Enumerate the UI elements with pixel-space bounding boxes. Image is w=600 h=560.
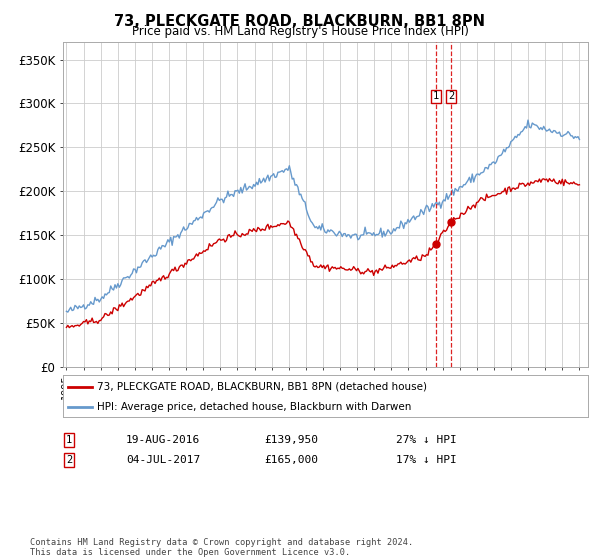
Text: 2: 2 [448,91,454,101]
Text: 27% ↓ HPI: 27% ↓ HPI [396,435,457,445]
Text: 1: 1 [433,91,439,101]
Text: 73, PLECKGATE ROAD, BLACKBURN, BB1 8PN: 73, PLECKGATE ROAD, BLACKBURN, BB1 8PN [115,14,485,29]
Text: 2: 2 [66,455,72,465]
Text: £139,950: £139,950 [264,435,318,445]
Text: HPI: Average price, detached house, Blackburn with Darwen: HPI: Average price, detached house, Blac… [97,402,412,412]
Text: 19-AUG-2016: 19-AUG-2016 [126,435,200,445]
Text: Contains HM Land Registry data © Crown copyright and database right 2024.
This d: Contains HM Land Registry data © Crown c… [30,538,413,557]
Text: Price paid vs. HM Land Registry's House Price Index (HPI): Price paid vs. HM Land Registry's House … [131,25,469,38]
Text: 04-JUL-2017: 04-JUL-2017 [126,455,200,465]
Text: 73, PLECKGATE ROAD, BLACKBURN, BB1 8PN (detached house): 73, PLECKGATE ROAD, BLACKBURN, BB1 8PN (… [97,382,427,392]
Text: 1: 1 [66,435,72,445]
Text: £165,000: £165,000 [264,455,318,465]
Text: 17% ↓ HPI: 17% ↓ HPI [396,455,457,465]
